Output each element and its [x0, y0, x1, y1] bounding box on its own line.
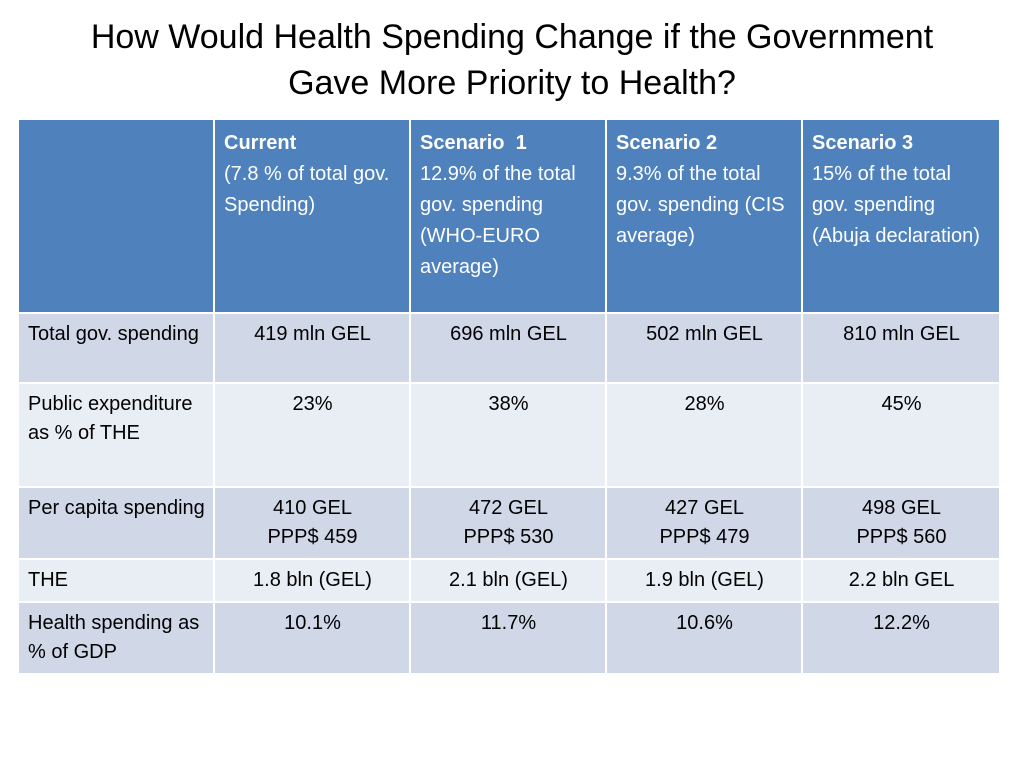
- header-title: Current: [224, 132, 297, 154]
- header-subtitle: 9.3% of the total gov. spending (CIS ave…: [616, 163, 785, 247]
- table-cell: 23%: [213, 382, 411, 488]
- cell-line: PPP$ 479: [659, 526, 750, 548]
- table-cell: 11.7%: [409, 601, 607, 675]
- table-row-public-expenditure: Public expenditure as % of THE 23% 38% 2…: [17, 382, 1001, 488]
- table-cell: 810 mln GEL: [801, 312, 1001, 384]
- header-title: Scenario 3: [812, 132, 914, 154]
- cell-line: 410 GEL: [273, 497, 352, 519]
- title-line-1: How Would Health Spending Change if the …: [90, 18, 934, 56]
- header-cell-scenario-1: Scenario 1 12.9% of the total gov. spend…: [409, 118, 607, 314]
- cell-line: 498 GEL: [862, 497, 941, 519]
- scenario-table: Current (7.8 % of total gov. Spending) S…: [17, 118, 1001, 675]
- cell-line: PPP$ 459: [267, 526, 358, 548]
- row-label: Total gov. spending: [17, 312, 215, 384]
- table-cell: 12.2%: [801, 601, 1001, 675]
- cell-line: 472 GEL: [469, 497, 548, 519]
- table-cell: 498 GEL PPP$ 560: [801, 486, 1001, 560]
- row-label: Health spending as % of GDP: [17, 601, 215, 675]
- table-cell: 10.1%: [213, 601, 411, 675]
- table-cell: 472 GEL PPP$ 530: [409, 486, 607, 560]
- header-subtitle: 15% of the total gov. spending (Abuja de…: [812, 163, 980, 247]
- table-cell: 1.8 bln (GEL): [213, 558, 411, 603]
- header-subtitle: 12.9% of the total gov. spending (WHO-EU…: [420, 163, 576, 278]
- header-cell-scenario-2: Scenario 2 9.3% of the total gov. spendi…: [605, 118, 803, 314]
- slide-title: How Would Health Spending Change if the …: [40, 14, 984, 106]
- table-cell: 38%: [409, 382, 607, 488]
- cell-line: PPP$ 530: [463, 526, 554, 548]
- table-cell: 28%: [605, 382, 803, 488]
- title-line-2: Gave More Priority to Health?: [288, 64, 736, 102]
- header-title: Scenario 1: [420, 132, 527, 154]
- table-cell: 2.2 bln GEL: [801, 558, 1001, 603]
- table-cell: 45%: [801, 382, 1001, 488]
- table-row-the: THE 1.8 bln (GEL) 2.1 bln (GEL) 1.9 bln …: [17, 558, 1001, 603]
- header-cell-empty: [17, 118, 215, 314]
- table-cell: 427 GEL PPP$ 479: [605, 486, 803, 560]
- table-cell: 2.1 bln (GEL): [409, 558, 607, 603]
- table-cell: 419 mln GEL: [213, 312, 411, 384]
- table-row-total-gov-spending: Total gov. spending 419 mln GEL 696 mln …: [17, 312, 1001, 384]
- cell-line: PPP$ 560: [856, 526, 947, 548]
- row-label: THE: [17, 558, 215, 603]
- table-cell: 696 mln GEL: [409, 312, 607, 384]
- header-cell-current: Current (7.8 % of total gov. Spending): [213, 118, 411, 314]
- table-header-row: Current (7.8 % of total gov. Spending) S…: [17, 118, 1001, 314]
- table-row-health-spending-gdp: Health spending as % of GDP 10.1% 11.7% …: [17, 601, 1001, 675]
- cell-line: 427 GEL: [665, 497, 744, 519]
- table-cell: 10.6%: [605, 601, 803, 675]
- table-cell: 502 mln GEL: [605, 312, 803, 384]
- header-title: Scenario 2: [616, 132, 718, 154]
- row-label: Per capita spending: [17, 486, 215, 560]
- table-cell: 410 GEL PPP$ 459: [213, 486, 411, 560]
- table-row-per-capita-spending: Per capita spending 410 GEL PPP$ 459 472…: [17, 486, 1001, 560]
- header-subtitle: (7.8 % of total gov. Spending): [224, 163, 390, 216]
- row-label: Public expenditure as % of THE: [17, 382, 215, 488]
- header-cell-scenario-3: Scenario 3 15% of the total gov. spendin…: [801, 118, 1001, 314]
- table-cell: 1.9 bln (GEL): [605, 558, 803, 603]
